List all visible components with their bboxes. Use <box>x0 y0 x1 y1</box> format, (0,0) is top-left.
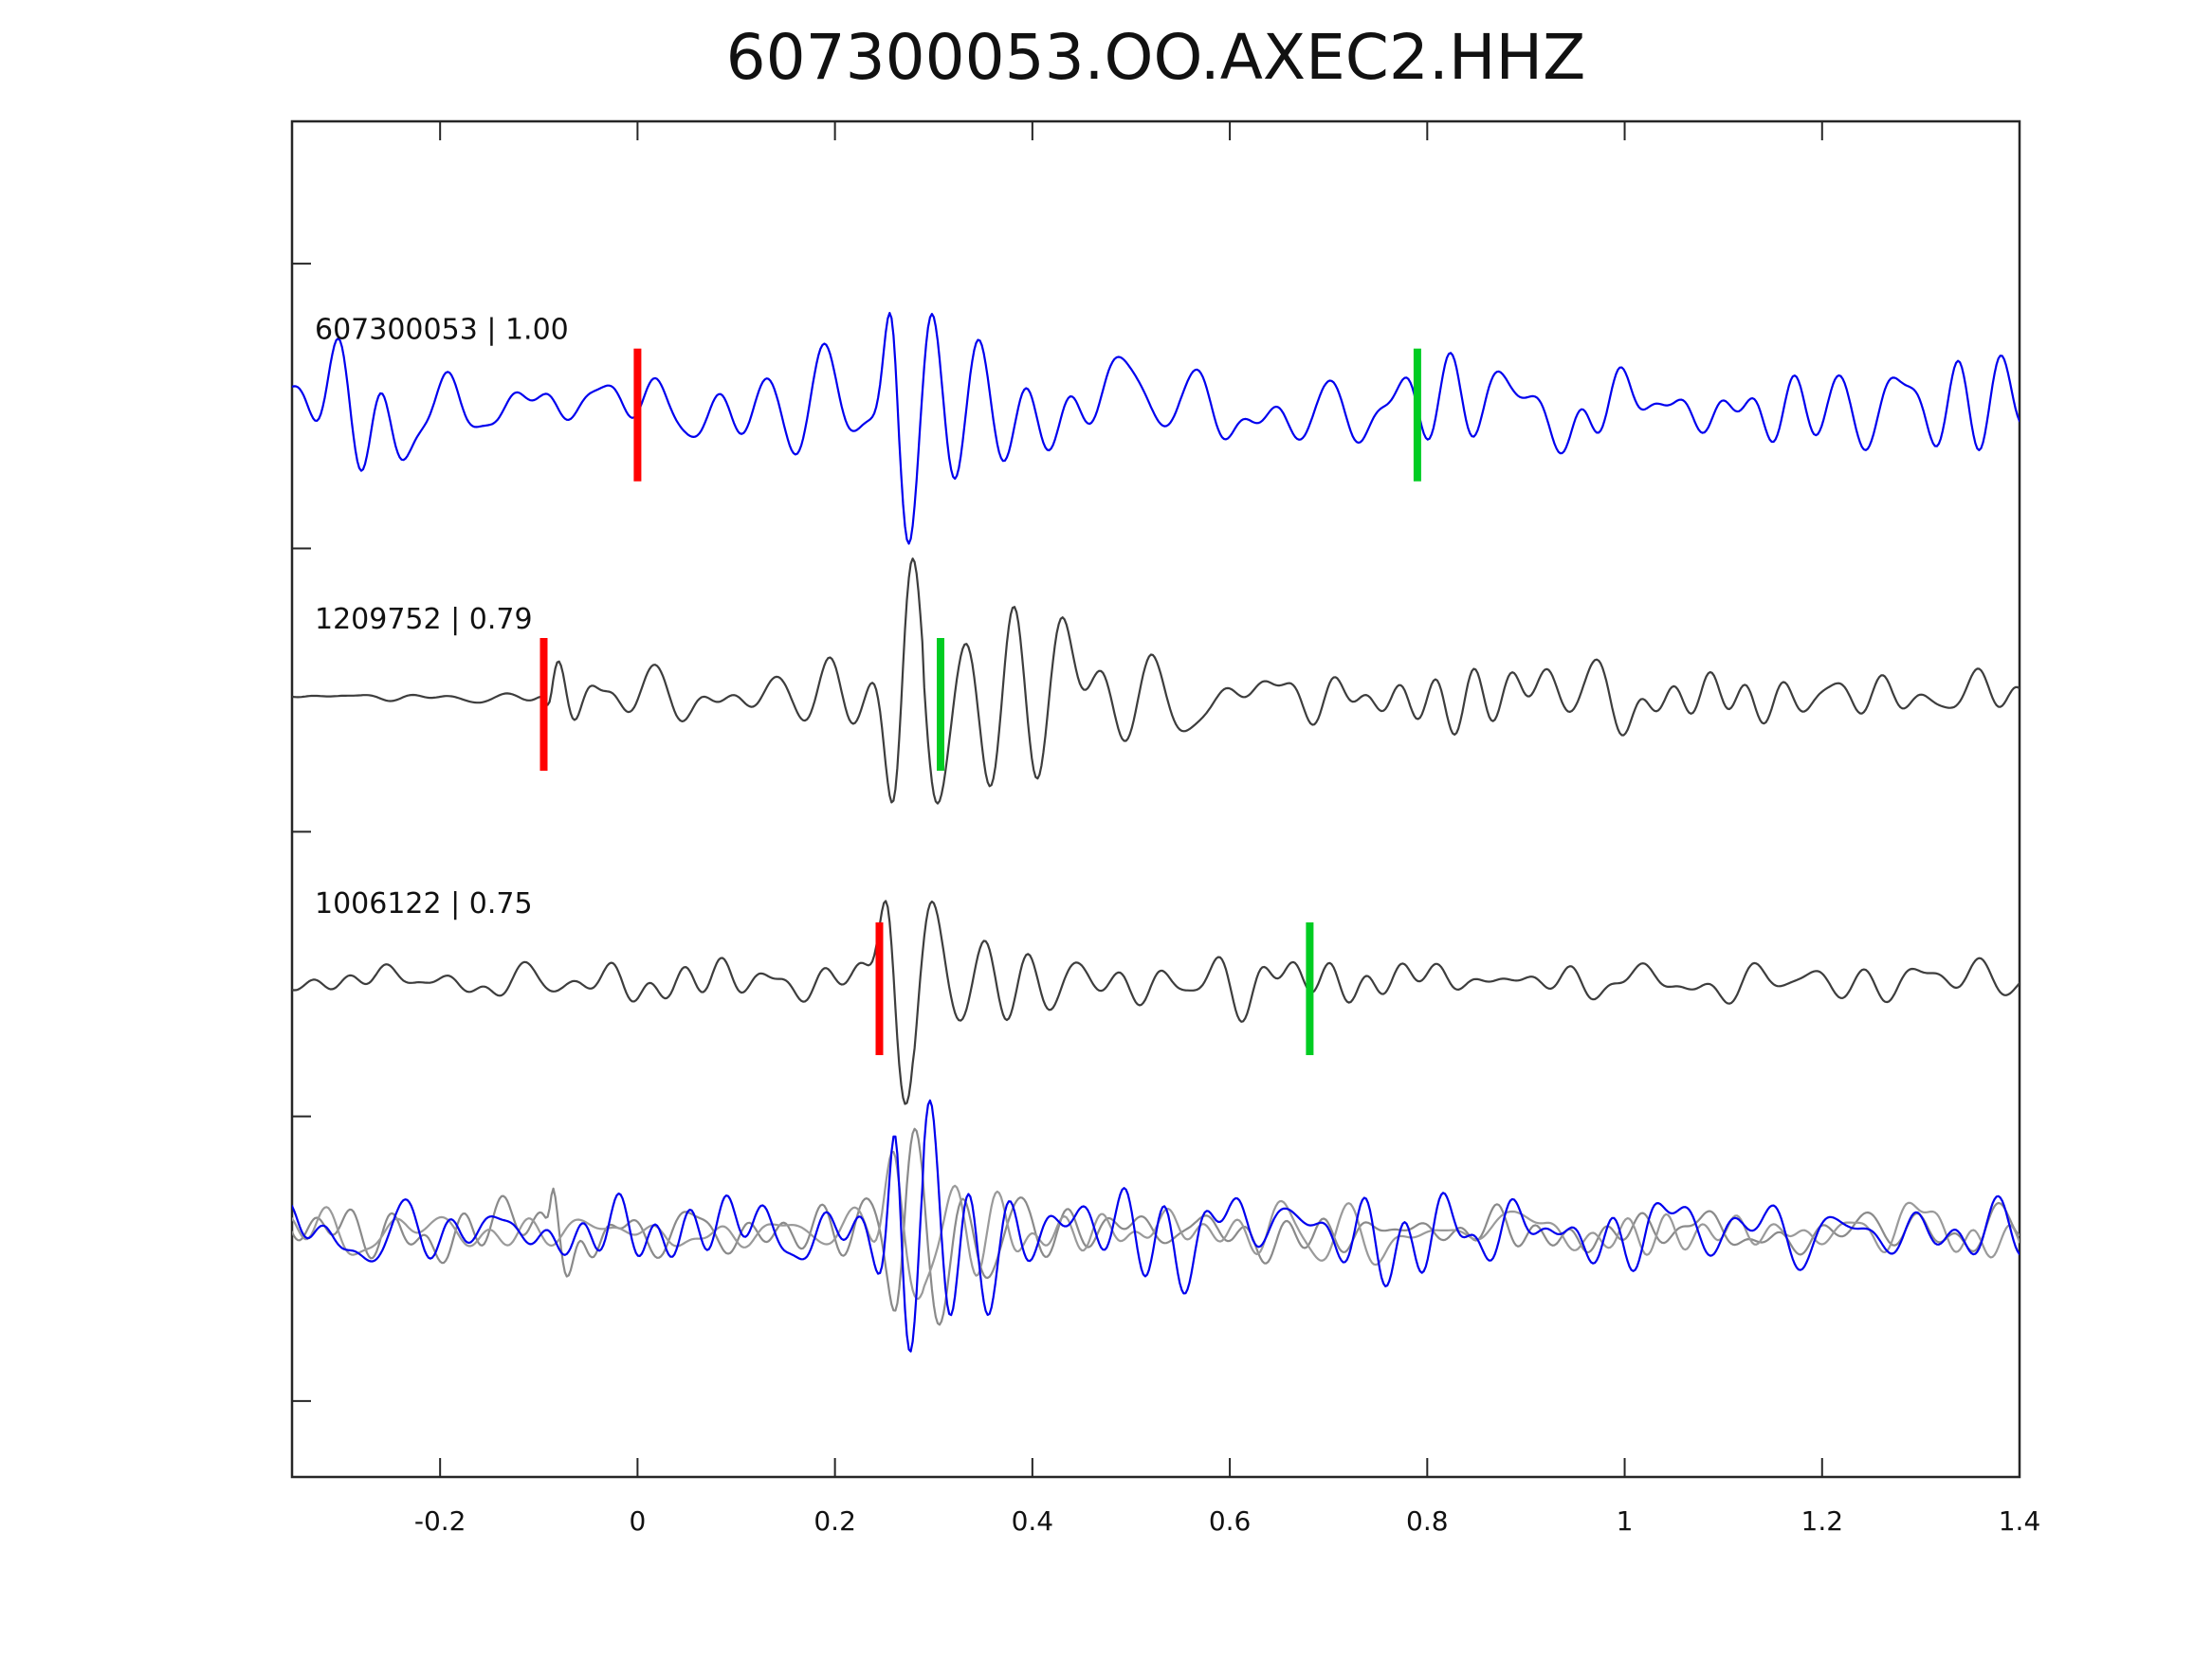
trace-layer <box>292 312 2020 1353</box>
x-tick-label: 1.2 <box>1801 1505 1844 1537</box>
trace-607300053 <box>292 312 2020 545</box>
red-pick-marker-1006122 <box>875 922 884 1055</box>
x-tick-label: 0.6 <box>1209 1505 1252 1537</box>
green-pick-marker-607300053 <box>1413 348 1421 482</box>
x-tick-label: 0.8 <box>1406 1505 1449 1537</box>
x-tick-label: 0.2 <box>814 1505 856 1537</box>
x-tick-label: 0.4 <box>1012 1505 1054 1537</box>
trace-label-1006122: 1006122 | 0.75 <box>315 887 533 921</box>
x-tick-label: 1 <box>1617 1505 1634 1537</box>
x-tick-label: 1.4 <box>1999 1505 2041 1537</box>
trace-label-607300053: 607300053 | 1.00 <box>315 314 569 347</box>
red-pick-marker-607300053 <box>633 348 642 482</box>
axes-box <box>290 119 2021 1479</box>
trace-1006122 <box>292 900 2020 1105</box>
x-tick-label: -0.2 <box>414 1505 466 1537</box>
chart-title: 607300053.OO.AXEC2.HHZ <box>725 21 1586 94</box>
green-pick-marker-1006122 <box>1306 922 1314 1055</box>
red-pick-marker-1209752 <box>539 638 548 771</box>
green-pick-marker-1209752 <box>937 638 944 771</box>
x-tick-label: 0 <box>629 1505 646 1537</box>
trace-label-1209752: 1209752 | 0.79 <box>315 603 533 636</box>
overlay-trace-2 <box>292 1099 2020 1353</box>
trace-1209752 <box>292 557 2020 805</box>
